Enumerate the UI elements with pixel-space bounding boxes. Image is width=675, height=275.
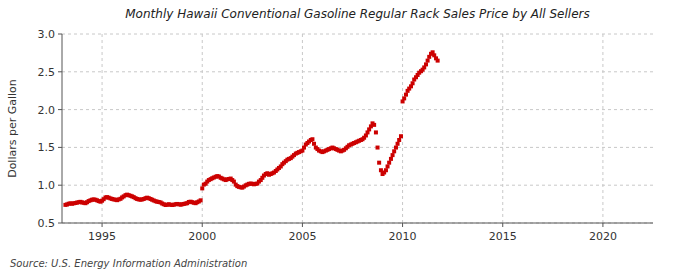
x-tick <box>202 223 203 227</box>
point <box>199 198 203 202</box>
point <box>312 142 316 146</box>
x-tick <box>602 223 603 227</box>
points <box>63 50 439 207</box>
grid-line-y <box>62 71 653 72</box>
point <box>376 146 380 150</box>
point <box>396 142 400 146</box>
point <box>436 59 440 63</box>
x-tick-label: 2020 <box>589 230 617 243</box>
y-tick <box>58 34 62 35</box>
point <box>377 161 381 165</box>
x-tick-label: 2000 <box>188 230 216 243</box>
x-tick-label: 2015 <box>489 230 517 243</box>
x-tick-label: 1995 <box>88 230 116 243</box>
point <box>411 81 415 85</box>
grid-line-y <box>62 109 653 110</box>
y-tick <box>58 223 62 224</box>
grid-line-x <box>502 34 503 223</box>
grid-line-y <box>62 147 653 148</box>
point <box>372 123 376 127</box>
grid-line-y <box>62 185 653 186</box>
y-tick-label: 1.0 <box>38 179 56 192</box>
y-tick <box>58 185 62 186</box>
point <box>384 168 388 172</box>
source-note: Source: U.S. Energy Information Administ… <box>10 258 247 269</box>
grid-line-y <box>62 34 653 35</box>
point <box>394 146 398 150</box>
grid <box>62 34 653 223</box>
grid-line-y <box>62 223 653 224</box>
point <box>424 62 428 66</box>
y-tick-label: 1.5 <box>38 141 56 154</box>
x-axis-line <box>62 223 653 224</box>
point <box>310 137 314 141</box>
point <box>389 157 393 161</box>
point <box>426 59 430 63</box>
point <box>397 138 401 142</box>
point <box>399 134 403 138</box>
y-tick-label: 0.5 <box>38 217 56 230</box>
y-tick-label: 2.5 <box>38 66 56 79</box>
y-tick <box>58 109 62 110</box>
x-tick <box>102 223 103 227</box>
y-tick-label: 2.0 <box>38 104 56 117</box>
y-axis-line <box>62 34 63 223</box>
y-tick-label: 3.0 <box>38 28 56 41</box>
point <box>402 96 406 100</box>
point <box>392 149 396 153</box>
point <box>404 93 408 97</box>
grid-line-x <box>102 34 103 223</box>
x-tick-label: 2010 <box>389 230 417 243</box>
x-tick <box>502 223 503 227</box>
point <box>386 164 390 168</box>
grid-line-x <box>402 34 403 223</box>
y-tick <box>58 147 62 148</box>
title: Monthly Hawaii Conventional Gasoline Reg… <box>125 7 589 21</box>
chart: Monthly Hawaii Conventional Gasoline Reg… <box>0 0 675 275</box>
grid-line-x <box>302 34 303 223</box>
y-axis-label: Dollars per Gallon <box>6 79 19 178</box>
point <box>200 186 204 190</box>
x-tick <box>302 223 303 227</box>
point <box>391 153 395 157</box>
x-tick <box>402 223 403 227</box>
point <box>374 130 378 134</box>
point <box>387 161 391 165</box>
grid-line-x <box>202 34 203 223</box>
grid-line-x <box>602 34 603 223</box>
y-tick <box>58 71 62 72</box>
x-tick-label: 2005 <box>288 230 316 243</box>
axes: 0.5 1.0 1.5 2.0 2.5 3.0 1995 2000 2005 2010 2015 20… <box>38 28 654 243</box>
